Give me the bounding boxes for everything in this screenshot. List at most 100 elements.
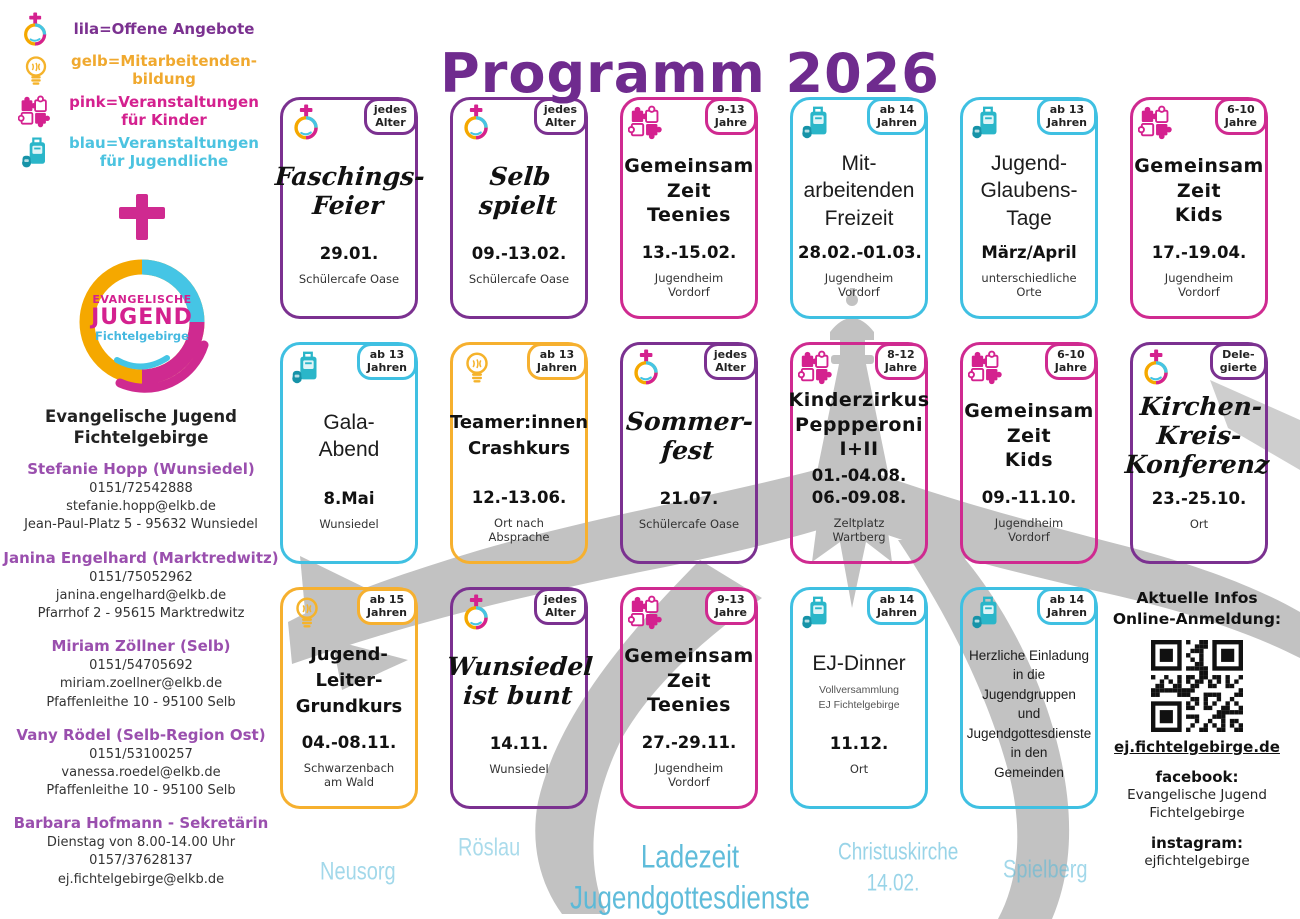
event-location: unterschiedliche Orte xyxy=(981,271,1077,300)
card-main: Gala- Abend xyxy=(288,387,410,486)
ej-logo-icon xyxy=(458,104,496,142)
event-card: 9-13 Jahre Gemeinsam Zeit Teenies 27.-29… xyxy=(620,587,758,809)
age-badge: jedes Alter xyxy=(533,588,587,626)
event-date: 27.-29.11. xyxy=(641,733,737,753)
event-card: 6-10 Jahre Gemeinsam Zeit Kids 09.-11.10… xyxy=(960,342,1098,564)
card-main: EJ-Dinner Vollversammlung EJ Fichtelgebi… xyxy=(798,632,920,731)
event-title: Gala- Abend xyxy=(318,411,380,462)
event-date: März/April xyxy=(981,243,1077,263)
age-badge: ab 14 Jahren xyxy=(1036,588,1097,626)
event-location: Schülercafe Oase xyxy=(298,272,400,286)
event-location: Schwarzenbach am Wald xyxy=(303,761,395,790)
website-link[interactable]: ej.fichtelgebirge.de xyxy=(1114,737,1280,756)
age-badge: ab 14 Jahren xyxy=(866,98,927,136)
event-date: 01.-04.08. 06.-09.08. xyxy=(811,465,907,508)
footer-note-ladezeit: Ladezeit Jugendgottesdienste xyxy=(570,837,810,916)
event-date: 21.07. xyxy=(659,488,719,508)
event-title: Gemeinsam Zeit Kids xyxy=(1134,155,1264,227)
legend-label: lila=Offene Angebote xyxy=(73,20,255,39)
contact-details: 0151/72542888 stefanie.hopp@elkb.de Jean… xyxy=(24,481,258,533)
card-main: Teamer:innen Crashkurs xyxy=(450,387,588,485)
event-location: Wunsiedel xyxy=(489,762,549,776)
footer-note-spielberg: Spielberg xyxy=(1003,856,1088,884)
event-title: Gemeinsam Zeit Kids xyxy=(964,400,1094,472)
card-main: Sommer- fest xyxy=(626,387,755,486)
event-location: Jugendheim Vordorf xyxy=(824,271,894,300)
event-card: jedes Alter Faschings- Feier 29.01. Schü… xyxy=(274,97,426,319)
contact-name: Vany Rödel (Selb-Region Ost) xyxy=(16,725,266,744)
event-title: EJ-Dinner xyxy=(812,652,906,676)
contact-details: 0151/54705692 miriam.zoellner@elkb.de Pf… xyxy=(46,658,236,710)
event-card: ab 14 Jahren EJ-Dinner Vollversammlung E… xyxy=(790,587,928,809)
card-main: Gemeinsam Zeit Kids xyxy=(1134,142,1263,240)
event-date: 04.-08.11. xyxy=(301,733,397,753)
contact-details: 0151/75052962 janina.engelhard@elkb.de P… xyxy=(37,569,245,621)
contact-name: Stefanie Hopp (Wunsiedel) xyxy=(27,460,255,478)
puzzle-icon xyxy=(628,104,666,142)
org-logo: EVANGELISCHE JUGEND Fichtelgebirge xyxy=(62,190,222,402)
age-badge: 6-10 Jahre xyxy=(1044,343,1097,381)
instagram-value: ejfichtelgebirge xyxy=(1144,853,1250,870)
event-card: 8-12 Jahre Kinderzirkus Peppperoni I+II … xyxy=(788,342,929,564)
event-card: ab 14 Jahren Herzliche Einladung in die … xyxy=(960,587,1098,809)
event-location: Jugendheim Vordorf xyxy=(654,761,724,790)
contact-name: Janina Engelhard (Marktredwitz) xyxy=(3,548,279,567)
luggage-icon xyxy=(968,594,1006,632)
contact-barbara-hofmann: Barbara Hofmann - Sekretärin Dienstag vo… xyxy=(0,814,282,889)
age-badge: ab 15 Jahren xyxy=(356,588,417,626)
event-card: ab 13 Jahren Gala- Abend 8.Mai Wunsiedel xyxy=(280,342,418,564)
event-title: Faschings- Feier xyxy=(274,161,426,220)
age-badge: ab 13 Jahren xyxy=(1036,98,1097,136)
event-location: Ort xyxy=(1189,517,1209,531)
event-card: 9-13 Jahre Gemeinsam Zeit Teenies 13.-15… xyxy=(620,97,758,319)
contact-details: 0151/53100257 vanessa.roedel@elkb.de Pfa… xyxy=(46,746,236,799)
event-title: Selb spielt xyxy=(478,161,559,220)
contact-vany-roedel: Vany Rödel (Selb-Region Ost) 0151/531002… xyxy=(0,726,282,801)
event-date: 28.02.-01.03. xyxy=(798,243,922,263)
event-card: jedes Alter Sommer- fest 21.07. Schülerc… xyxy=(620,342,758,564)
card-main: Wunsiedel ist bunt xyxy=(446,632,594,731)
ej-logo-icon xyxy=(458,594,496,632)
org-logo-line1: EVANGELISCHE xyxy=(92,293,192,306)
age-badge: jedes Alter xyxy=(703,343,757,381)
event-title: Wunsiedel ist bunt xyxy=(446,651,594,710)
instagram-info: instagram: ejfichtelgebirge xyxy=(1104,834,1290,870)
luggage-icon xyxy=(968,104,1006,142)
event-card: ab 15 Jahren Jugend- Leiter- Grundkurs 0… xyxy=(280,587,418,809)
event-date: 09.-11.10. xyxy=(981,488,1077,508)
legend: lila=Offene Angebote gelb=Mitarbeitenden… xyxy=(18,12,270,176)
luggage-icon xyxy=(798,104,836,142)
event-date: 8.Mai xyxy=(323,488,375,508)
event-date: 29.01. xyxy=(319,243,379,263)
lightbulb-icon xyxy=(458,349,496,387)
event-title: Gemeinsam Zeit Teenies xyxy=(624,155,754,227)
puzzle-icon xyxy=(628,594,666,632)
event-title: Jugend- Leiter- Grundkurs xyxy=(295,643,403,718)
event-location: Jugendheim Vordorf xyxy=(654,271,724,300)
luggage-icon xyxy=(18,135,54,171)
ej-logo-icon xyxy=(628,349,666,387)
legend-item-offene-angebote: lila=Offene Angebote xyxy=(18,12,270,48)
event-date: 12.-13.06. xyxy=(471,488,567,508)
online-info-heading: Aktuelle Infos Online-Anmeldung: xyxy=(1112,589,1282,628)
card-main: Jugend- Glaubens- Tage xyxy=(968,142,1090,240)
event-location: Jugendheim Vordorf xyxy=(994,516,1064,545)
footer-note-neusorg: Neusorg xyxy=(320,858,396,886)
legend-label: gelb=Mitarbeitenden- bildung xyxy=(70,52,257,88)
lightbulb-icon xyxy=(18,53,54,89)
puzzle-icon xyxy=(968,349,1006,387)
event-date: 23.-25.10. xyxy=(1151,488,1247,508)
age-badge: 6-10 Jahre xyxy=(1214,98,1267,136)
card-main: Selb spielt xyxy=(458,142,580,241)
footer-note-roeslau: Röslau xyxy=(458,834,521,862)
puzzle-icon xyxy=(798,349,836,387)
contact-miriam-zoellner: Miriam Zöllner (Selb) 0151/54705692 miri… xyxy=(0,637,282,712)
event-subtitle: Vollversammlung EJ Fichtelgebirge xyxy=(818,684,900,712)
age-badge: jedes Alter xyxy=(363,98,417,136)
event-title: Teamer:innen Crashkurs xyxy=(449,411,589,460)
age-badge: 8-12 Jahre xyxy=(874,343,927,381)
event-title: Kirchen- Kreis- Konferenz xyxy=(1123,392,1271,479)
facebook-value: Evangelische Jugend Fichtelgebirge xyxy=(1127,786,1267,822)
contact-details: Dienstag von 8.00-14.00 Uhr 0157/3762813… xyxy=(46,835,236,887)
card-main: Kirchen- Kreis- Konferenz xyxy=(1124,387,1270,486)
